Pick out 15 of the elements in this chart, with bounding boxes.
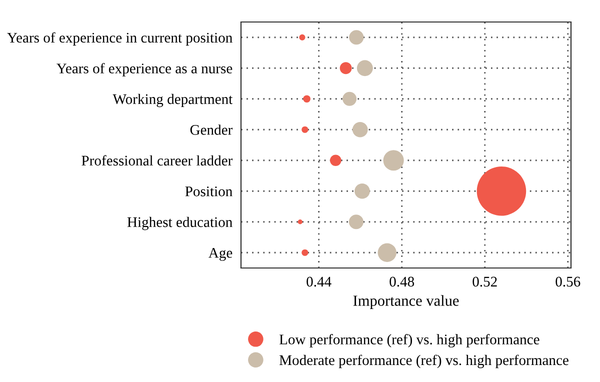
y-tick-label: Professional career ladder: [82, 155, 233, 166]
y-tick-label: Years of experience in current position: [7, 32, 232, 46]
x-axis-title: Importance value: [353, 295, 459, 309]
legend-label: Low performance (ref) vs. high performance: [279, 334, 540, 348]
x-tick-label: 0.44: [306, 276, 332, 287]
legend-label: Moderate performance (ref) vs. high performance: [279, 354, 568, 368]
x-tick-label: 0.48: [390, 276, 414, 287]
y-tick-label: Years of experience as a nurse: [56, 62, 232, 76]
x-tick-label: 0.56: [556, 276, 580, 287]
y-tick-label: Position: [185, 186, 232, 196]
x-tick-label: 0.52: [472, 276, 497, 287]
y-tick-label: Working department: [112, 94, 233, 108]
y-tick-label: Highest education: [127, 216, 232, 230]
y-tick-label: Gender: [190, 124, 233, 135]
y-tick-label: Age: [208, 248, 232, 261]
